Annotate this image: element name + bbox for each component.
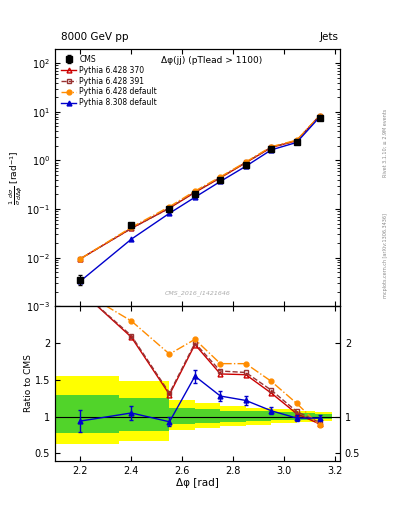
Bar	[55, 395, 119, 433]
Pythia 6.428 default	[294, 137, 299, 143]
Pythia 8.308 default	[129, 236, 134, 242]
Bar	[195, 409, 220, 423]
Y-axis label: $\frac{1}{\sigma}\frac{d\sigma}{d\Delta\phi}$ [rad$^{-1}$]: $\frac{1}{\sigma}\frac{d\sigma}{d\Delta\…	[7, 150, 25, 205]
Text: Δφ(jj) (pTlead > 1100): Δφ(jj) (pTlead > 1100)	[161, 56, 263, 66]
Bar	[220, 407, 246, 426]
Bar	[314, 414, 332, 419]
Line: Pythia 6.428 default: Pythia 6.428 default	[78, 113, 322, 261]
Pythia 6.428 370	[129, 225, 134, 231]
Bar	[271, 409, 297, 423]
Pythia 6.428 391	[167, 205, 172, 211]
Pythia 6.428 370	[317, 113, 322, 119]
Pythia 6.428 391	[218, 175, 223, 181]
Pythia 6.428 default	[129, 224, 134, 230]
Pythia 6.428 default	[218, 174, 223, 180]
Pythia 6.428 391	[317, 113, 322, 119]
Pythia 6.428 default	[243, 159, 248, 165]
Pythia 6.428 default	[193, 188, 197, 194]
Pythia 6.428 370	[193, 189, 197, 196]
Text: Rivet 3.1.10; ≥ 2.9M events: Rivet 3.1.10; ≥ 2.9M events	[383, 109, 387, 178]
Pythia 8.308 default	[243, 163, 248, 169]
Bar	[246, 408, 271, 425]
Pythia 6.428 370	[167, 205, 172, 211]
Bar	[195, 403, 220, 428]
Pythia 6.428 391	[193, 189, 197, 195]
Pythia 6.428 391	[269, 144, 274, 151]
Bar	[297, 413, 314, 420]
Pythia 6.428 default	[317, 113, 322, 119]
Bar	[119, 398, 169, 431]
Text: mcplots.cern.ch [arXiv:1306.3436]: mcplots.cern.ch [arXiv:1306.3436]	[383, 214, 387, 298]
Bar	[314, 412, 332, 421]
Pythia 6.428 370	[243, 160, 248, 166]
Bar	[55, 376, 119, 444]
Pythia 6.428 391	[78, 255, 83, 262]
Line: Pythia 6.428 370: Pythia 6.428 370	[78, 113, 322, 261]
Pythia 8.308 default	[167, 210, 172, 216]
Bar	[119, 381, 169, 441]
Pythia 6.428 default	[78, 255, 83, 262]
Pythia 8.308 default	[269, 147, 274, 153]
Line: Pythia 6.428 391: Pythia 6.428 391	[78, 113, 322, 261]
Y-axis label: Ratio to CMS: Ratio to CMS	[24, 355, 33, 413]
Pythia 6.428 default	[167, 204, 172, 210]
Text: 8000 GeV pp: 8000 GeV pp	[61, 32, 129, 42]
X-axis label: Δφ [rad]: Δφ [rad]	[176, 478, 219, 488]
Bar	[169, 400, 195, 430]
Text: CMS_2016_I1421646: CMS_2016_I1421646	[165, 290, 230, 296]
Bar	[246, 412, 271, 421]
Pythia 6.428 370	[78, 255, 83, 262]
Bar	[297, 412, 314, 422]
Bar	[169, 408, 195, 424]
Pythia 8.308 default	[317, 114, 322, 120]
Bar	[271, 412, 297, 420]
Pythia 6.428 391	[129, 225, 134, 231]
Line: Pythia 8.308 default: Pythia 8.308 default	[78, 115, 322, 284]
Pythia 8.308 default	[218, 178, 223, 184]
Text: Jets: Jets	[320, 32, 339, 42]
Legend: CMS, Pythia 6.428 370, Pythia 6.428 391, Pythia 6.428 default, Pythia 8.308 defa: CMS, Pythia 6.428 370, Pythia 6.428 391,…	[59, 52, 160, 110]
Pythia 6.428 370	[294, 138, 299, 144]
Pythia 8.308 default	[294, 139, 299, 145]
Pythia 8.308 default	[193, 194, 197, 200]
Pythia 6.428 391	[243, 159, 248, 165]
Bar	[220, 411, 246, 422]
Pythia 6.428 391	[294, 138, 299, 144]
Pythia 6.428 370	[218, 175, 223, 181]
Pythia 6.428 default	[269, 144, 274, 150]
Pythia 8.308 default	[78, 278, 83, 284]
Pythia 6.428 370	[269, 144, 274, 151]
